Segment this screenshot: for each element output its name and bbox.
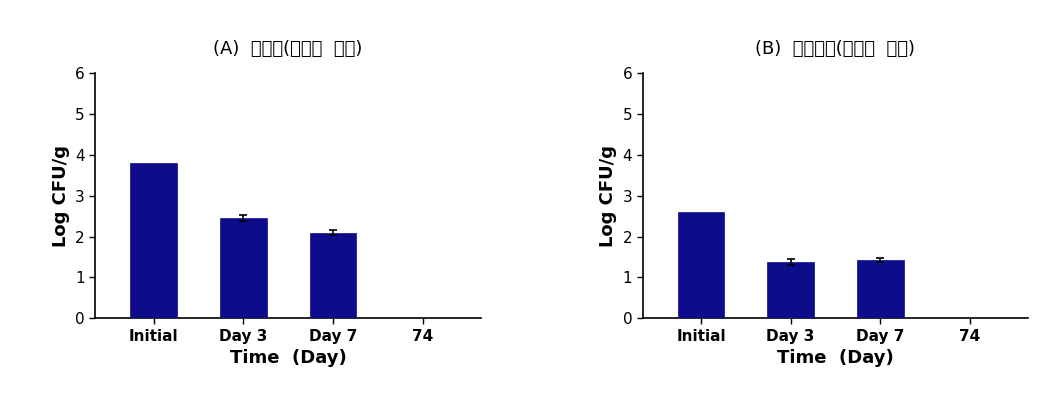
- Title: (A)  생크림(난황과  우유): (A) 생크림(난황과 우유): [213, 40, 363, 58]
- Bar: [220, 218, 267, 318]
- X-axis label: Time  (Day): Time (Day): [777, 349, 894, 367]
- Bar: [310, 233, 356, 318]
- X-axis label: Time  (Day): Time (Day): [230, 349, 347, 367]
- Bar: [856, 260, 903, 318]
- Title: (B)  버터크림(난백과  버터): (B) 버터크림(난백과 버터): [756, 40, 916, 58]
- Y-axis label: Log CFU/g: Log CFU/g: [599, 145, 617, 247]
- Bar: [677, 212, 724, 318]
- Y-axis label: Log CFU/g: Log CFU/g: [52, 145, 70, 247]
- Bar: [130, 163, 177, 318]
- Bar: [767, 262, 814, 318]
